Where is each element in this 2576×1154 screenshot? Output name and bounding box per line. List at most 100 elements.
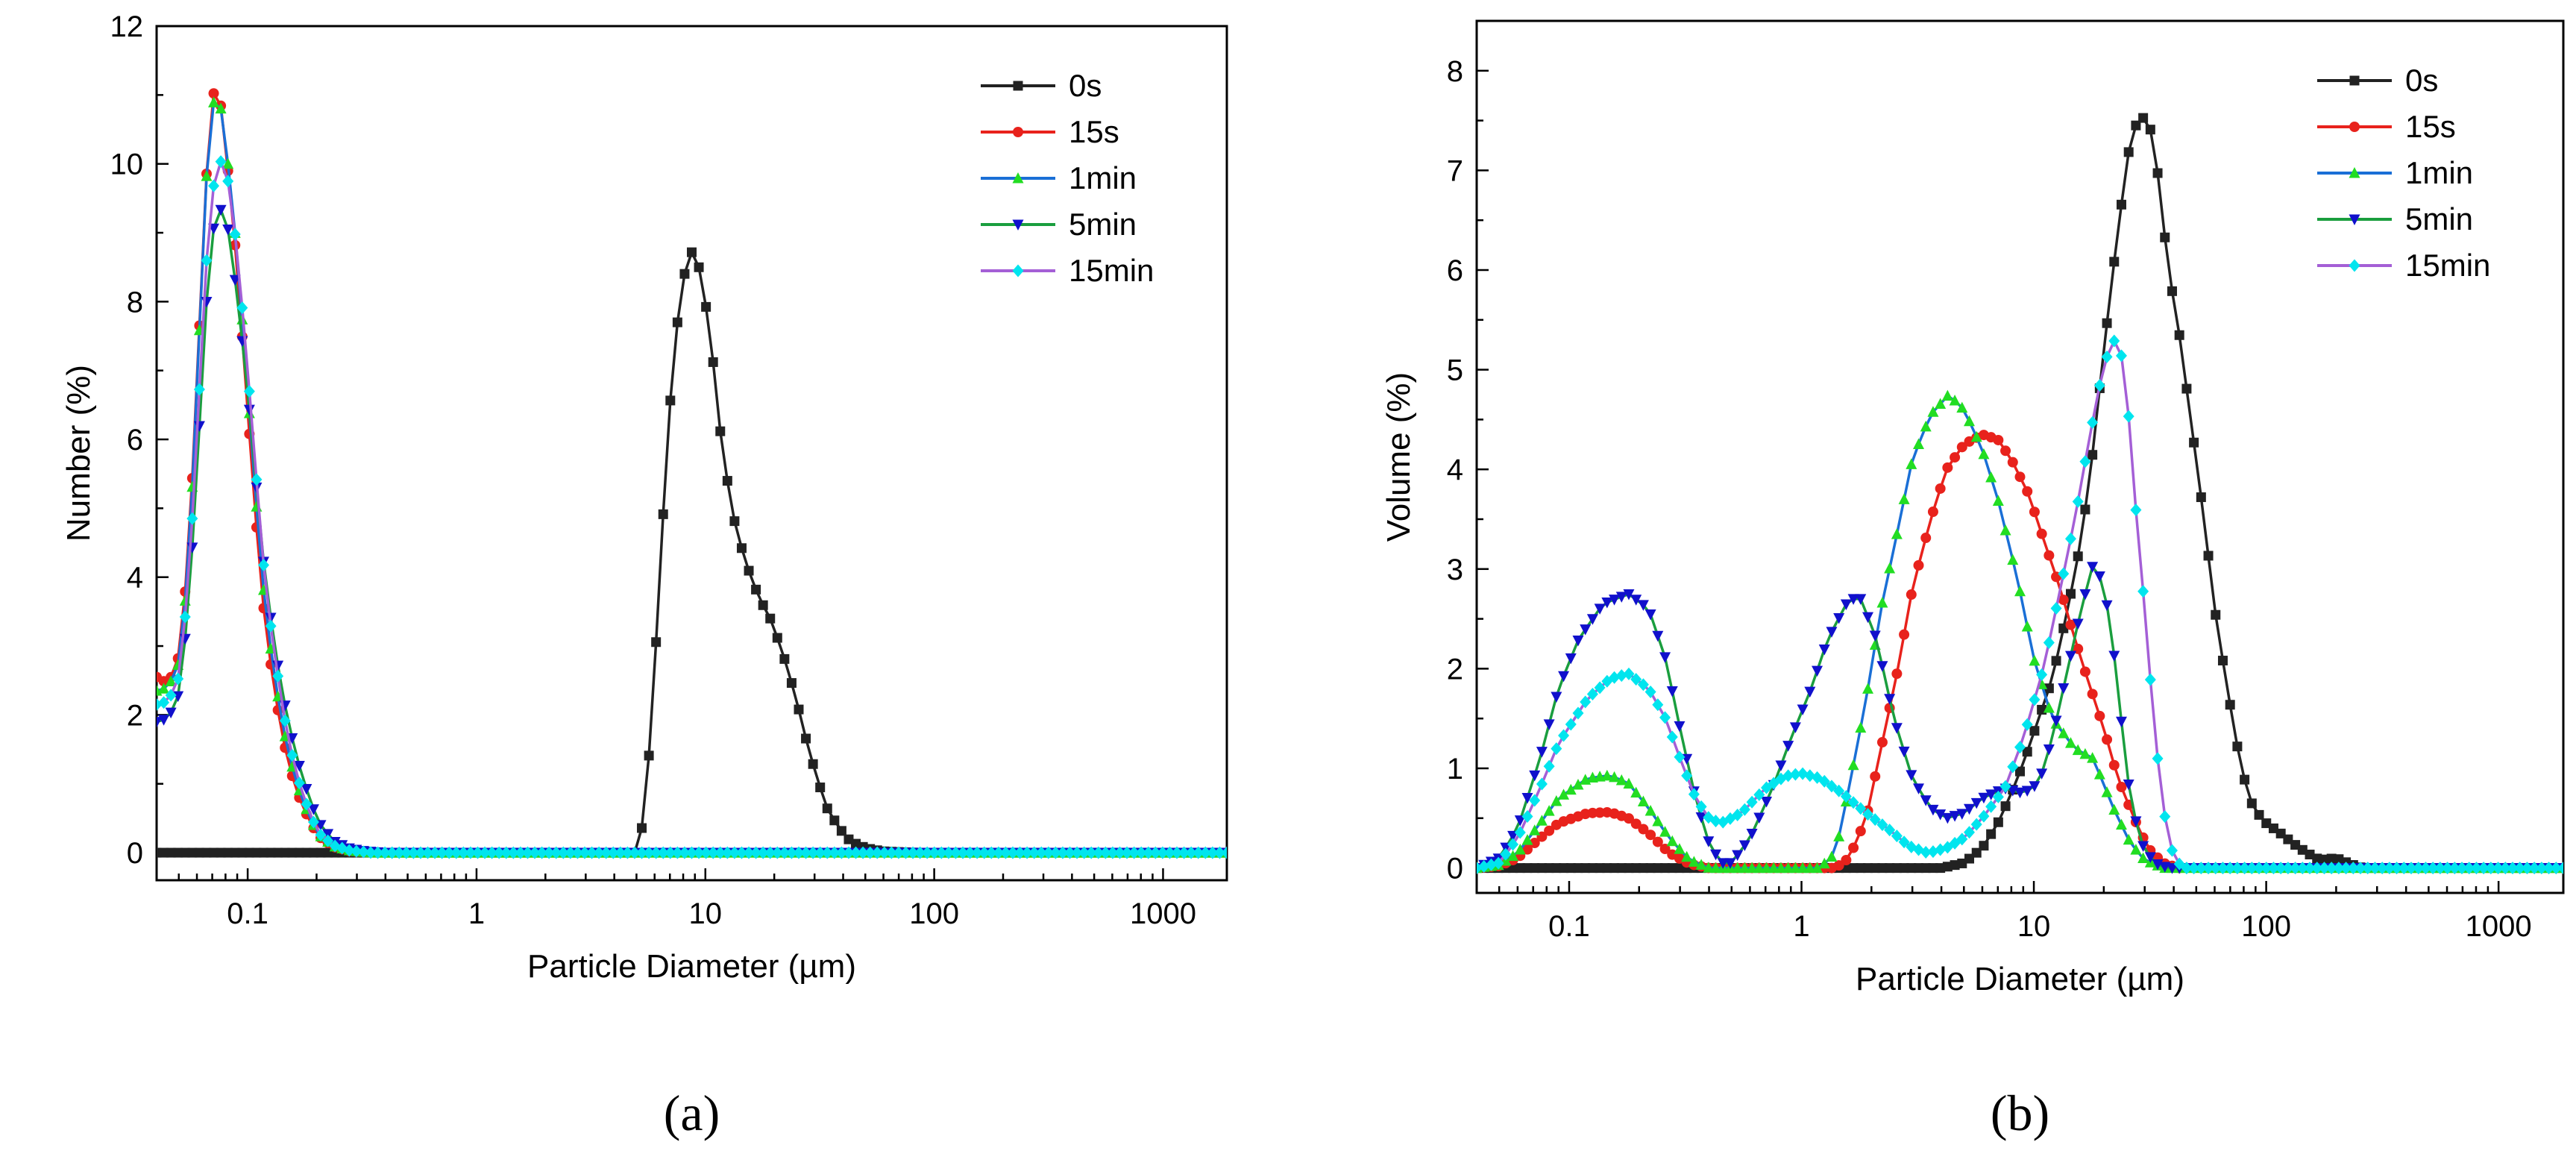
data-point — [843, 846, 855, 859]
data-point — [429, 846, 441, 859]
data-point — [1507, 850, 1519, 862]
data-point — [1135, 846, 1147, 859]
data-point — [2014, 471, 2026, 483]
data-point — [1623, 667, 1635, 680]
data-point — [1703, 862, 1715, 873]
data-point — [1644, 805, 1656, 816]
data-point — [521, 846, 533, 859]
data-point — [893, 846, 905, 859]
data-point — [2188, 862, 2200, 875]
data-point — [2427, 862, 2439, 875]
data-point — [2246, 862, 2258, 875]
y-tick-label: 10 — [110, 148, 144, 181]
data-point — [607, 846, 619, 859]
data-point — [2159, 810, 2171, 824]
data-point — [251, 501, 263, 512]
data-point — [758, 600, 768, 610]
data-point — [2160, 232, 2170, 242]
data-point — [993, 846, 1005, 859]
data-point — [751, 584, 761, 595]
data-point — [1732, 862, 1744, 874]
data-point — [1906, 589, 1917, 600]
data-point — [2144, 852, 2156, 863]
data-point — [2050, 602, 2062, 615]
data-point — [1956, 401, 1968, 413]
data-point — [1841, 855, 1852, 866]
data-point — [1789, 768, 1801, 781]
data-point — [1594, 603, 1606, 615]
legend-swatch-marker — [2349, 122, 2360, 132]
data-point — [794, 704, 804, 715]
legend-label: 0s — [2405, 63, 2438, 98]
data-point — [1992, 790, 2004, 803]
data-point — [265, 619, 277, 633]
y-tick-label: 0 — [1447, 853, 1463, 885]
data-point — [2145, 125, 2155, 135]
data-point — [2347, 862, 2359, 875]
data-point — [2225, 700, 2235, 710]
data-point — [2261, 862, 2272, 875]
data-point — [2079, 666, 2090, 677]
data-point — [1862, 612, 1874, 624]
data-point — [1659, 843, 1671, 854]
data-point — [850, 846, 862, 859]
data-point — [1950, 452, 1961, 463]
data-point — [586, 846, 598, 859]
data-point — [686, 846, 697, 859]
series-line — [1477, 116, 2563, 870]
data-point — [2064, 737, 2076, 748]
data-point — [1674, 721, 1686, 733]
data-point — [1970, 430, 1982, 442]
data-point — [1891, 723, 1903, 734]
data-point — [700, 846, 712, 859]
data-point — [1804, 862, 1816, 874]
data-point — [2521, 862, 2533, 875]
data-point — [1935, 483, 1946, 494]
data-point — [1920, 533, 1932, 544]
data-point — [1551, 742, 1562, 756]
data-point — [1985, 471, 1997, 483]
data-point — [529, 846, 541, 859]
data-point — [1674, 843, 1686, 854]
data-point — [971, 846, 983, 859]
data-point — [2108, 650, 2120, 662]
data-point — [229, 228, 241, 241]
data-point — [215, 102, 227, 114]
data-point — [2015, 766, 2025, 777]
data-point — [158, 683, 170, 694]
data-point — [2231, 862, 2243, 875]
data-point — [2253, 862, 2265, 875]
data-point — [1782, 862, 1794, 874]
data-point — [2079, 747, 2091, 759]
data-point — [1492, 856, 1504, 870]
data-point — [2073, 551, 2083, 562]
data-point — [1688, 788, 1700, 801]
data-point — [222, 175, 234, 188]
legend-swatch-marker — [1013, 127, 1023, 137]
legend-label: 15min — [1069, 253, 1154, 288]
data-point — [236, 301, 248, 315]
data-point — [1615, 592, 1627, 603]
data-point — [1688, 856, 1700, 867]
data-point — [1812, 665, 1823, 677]
data-point — [2065, 619, 2076, 630]
chart-panel-a: 0.1 1 10 100 1000 0 2 4 6 8 10 12 Particle Diameter … — [60, 10, 1228, 1141]
data-point — [301, 783, 312, 795]
data-point — [2384, 862, 2396, 875]
data-point — [785, 846, 797, 859]
data-point — [179, 610, 191, 624]
data-point — [1876, 818, 1888, 832]
data-point — [1551, 794, 1562, 806]
data-point — [1993, 817, 2003, 827]
data-point — [1797, 862, 1809, 874]
data-point — [1521, 834, 1533, 845]
data-point — [808, 759, 818, 769]
data-point — [1979, 841, 1989, 851]
data-point — [935, 846, 947, 859]
data-point — [1840, 599, 1852, 610]
data-point — [372, 846, 384, 859]
data-point — [1064, 846, 1076, 859]
data-point — [1847, 796, 1859, 809]
data-point — [379, 846, 391, 859]
data-point — [1007, 846, 1019, 859]
